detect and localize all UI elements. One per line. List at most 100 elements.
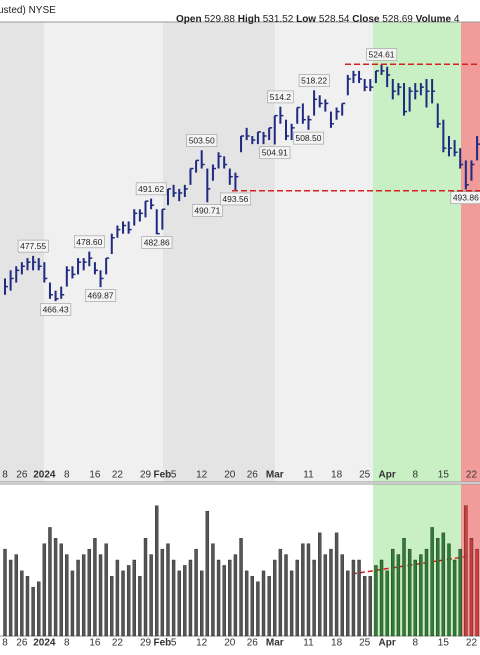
volume-bar	[407, 548, 412, 637]
x-tick-label: Apr	[379, 470, 396, 481]
volume-bar	[194, 548, 198, 637]
annotation: 482.86	[141, 236, 173, 249]
x-tick-label: 2024	[33, 638, 56, 649]
volume-bar	[351, 559, 356, 637]
quote-value: 528.69	[382, 14, 413, 25]
annotation: 477.55	[17, 239, 49, 253]
volume-bar	[340, 554, 344, 637]
x-tick-label: 26	[247, 470, 259, 481]
header-quote: Open 529.88 High 531.52 Low 528.54 Close…	[176, 14, 460, 25]
quote-label: Close	[352, 14, 380, 25]
x-tick-label: 8	[412, 470, 418, 481]
volume-bar	[329, 548, 333, 637]
annotation: 504.91	[259, 146, 291, 160]
volume-bar	[149, 554, 153, 637]
volume-bar	[31, 586, 35, 637]
quote-value: 528.54	[319, 14, 350, 25]
annotation-box	[186, 134, 218, 147]
volume-bar	[228, 559, 232, 637]
annotation-label: 478.60	[76, 237, 102, 247]
volume-bar	[464, 505, 468, 637]
x-tick-label: 22	[466, 638, 478, 649]
x-tick-label: 26	[16, 638, 28, 649]
volume-bar	[81, 554, 86, 637]
annotation: 478.60	[74, 235, 105, 249]
volume-bar	[295, 559, 299, 637]
volume-bar	[273, 559, 277, 637]
annotation: 493.86	[450, 191, 480, 205]
volume-bar	[301, 543, 305, 637]
volume-bar	[53, 538, 58, 637]
annotation-box	[40, 303, 72, 316]
x-tick-label: Feb	[153, 638, 171, 649]
x-tick-label: 16	[89, 470, 101, 481]
x-tick-label: 8	[64, 638, 70, 649]
volume-bar	[362, 576, 367, 637]
x-tick-label: 15	[438, 470, 450, 481]
header-text: usted)	[0, 5, 26, 16]
volume-bar	[188, 559, 193, 637]
volume-bar	[42, 543, 47, 637]
quote-label: Open	[176, 14, 202, 25]
annotation-label: 493.56	[222, 194, 248, 204]
volume-bar	[110, 576, 114, 637]
annotation: 491.62	[135, 182, 167, 196]
x-tick-label: 8	[2, 470, 8, 481]
volume-bar	[318, 532, 322, 637]
volume-bar	[222, 565, 226, 637]
volume-bar	[48, 527, 52, 637]
x-tick-label: 15	[438, 638, 450, 649]
annotation-label: 482.86	[144, 238, 170, 248]
volume-bar	[289, 570, 294, 637]
period-shade	[163, 22, 275, 482]
annotation: 466.43	[40, 303, 72, 316]
volume-bar	[87, 548, 92, 637]
volume-bar	[469, 538, 474, 637]
annotation-box	[267, 90, 294, 104]
volume-bar	[278, 548, 283, 637]
volume-bar	[261, 570, 266, 637]
volume-bar	[374, 565, 378, 637]
volume-bar	[452, 559, 457, 637]
x-tick-label: 8	[412, 638, 418, 649]
x-tick-label: 26	[16, 470, 28, 481]
annotation: 518.22	[298, 74, 330, 87]
x-tick-label: Mar	[266, 470, 284, 481]
annotation: 524.61	[366, 48, 398, 61]
annotation-label: 518.22	[301, 76, 327, 86]
volume-bar	[357, 559, 361, 637]
annotation-box	[192, 204, 223, 217]
annotation-box	[74, 235, 105, 249]
volume-bar	[413, 559, 417, 637]
x-tick-label: 18	[331, 638, 343, 649]
x-tick-label: 5	[171, 470, 177, 481]
volume-bar	[334, 532, 339, 637]
volume-bar	[233, 554, 238, 637]
x-tick-label: 12	[196, 470, 208, 481]
volume-bar	[70, 570, 75, 637]
annotation-box	[17, 239, 49, 253]
volume-bar	[306, 543, 311, 637]
annotation: 514.2	[267, 90, 294, 104]
x-tick-label: 25	[359, 470, 371, 481]
annotation-label: 514.2	[270, 92, 292, 102]
period-shade	[44, 22, 163, 482]
x-tick-label: 16	[89, 638, 101, 649]
green-highlight	[373, 22, 461, 482]
volume-bar	[205, 510, 210, 637]
annotation-box	[141, 236, 173, 249]
quote-value: 529.88	[204, 14, 235, 25]
volume-bar	[155, 505, 159, 637]
annotation-label: 493.86	[453, 193, 479, 203]
volume-bar	[104, 543, 108, 637]
x-tick-label: 25	[359, 638, 371, 649]
x-tick-label: 8	[2, 638, 8, 649]
volume-bar	[14, 554, 18, 637]
annotation-label: 504.91	[262, 148, 288, 158]
volume-bar	[256, 581, 260, 637]
quote-value: 531.52	[263, 14, 294, 25]
x-tick-label: Mar	[266, 638, 284, 649]
annotation-box	[298, 74, 330, 87]
volume-bar	[138, 576, 142, 637]
volume-bar	[379, 559, 384, 637]
